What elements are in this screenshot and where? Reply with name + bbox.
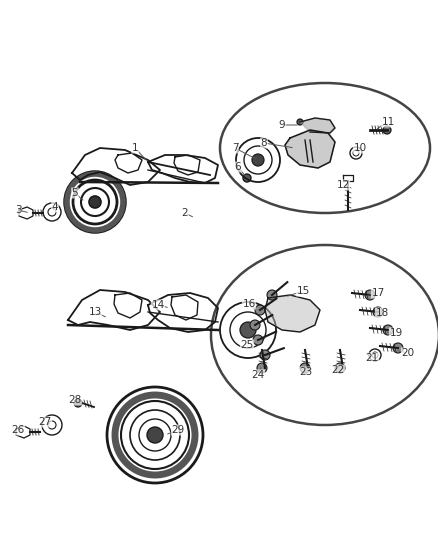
Circle shape (260, 350, 270, 360)
Text: 23: 23 (300, 367, 313, 377)
Circle shape (243, 174, 251, 182)
Text: 21: 21 (365, 353, 378, 363)
Circle shape (250, 320, 260, 330)
Text: 29: 29 (171, 425, 185, 435)
Text: 24: 24 (251, 370, 265, 380)
Circle shape (365, 290, 375, 300)
Text: 22: 22 (332, 365, 345, 375)
Text: 8: 8 (261, 138, 267, 148)
Circle shape (240, 322, 256, 338)
Text: 19: 19 (389, 328, 403, 338)
Text: 4: 4 (52, 202, 58, 212)
Circle shape (297, 119, 303, 125)
Circle shape (383, 126, 391, 134)
Text: 1: 1 (132, 143, 138, 153)
Text: 2: 2 (182, 208, 188, 218)
Text: 9: 9 (279, 120, 285, 130)
Polygon shape (300, 118, 335, 133)
Text: 14: 14 (152, 300, 165, 310)
Polygon shape (265, 295, 320, 332)
Circle shape (257, 363, 267, 373)
Circle shape (253, 335, 263, 345)
Circle shape (373, 307, 383, 317)
Circle shape (300, 363, 310, 373)
Text: 10: 10 (353, 143, 367, 153)
Circle shape (383, 325, 393, 335)
Circle shape (255, 305, 265, 315)
Text: 15: 15 (297, 286, 310, 296)
Polygon shape (285, 130, 335, 168)
Circle shape (393, 343, 403, 353)
Circle shape (147, 427, 163, 443)
Text: 25: 25 (240, 340, 254, 350)
Text: 5: 5 (72, 188, 78, 198)
Text: 12: 12 (336, 180, 350, 190)
Circle shape (74, 399, 82, 407)
Text: 26: 26 (11, 425, 25, 435)
Circle shape (335, 363, 345, 373)
Text: 18: 18 (375, 308, 389, 318)
Circle shape (89, 196, 101, 208)
Text: 16: 16 (242, 299, 256, 309)
Text: 11: 11 (381, 117, 395, 127)
Text: 20: 20 (402, 348, 414, 358)
Text: 17: 17 (371, 288, 385, 298)
Text: 7: 7 (232, 143, 238, 153)
Text: 28: 28 (68, 395, 81, 405)
Text: 6: 6 (235, 162, 241, 172)
Text: 27: 27 (39, 417, 52, 427)
Text: 3: 3 (15, 205, 21, 215)
Text: 13: 13 (88, 307, 102, 317)
Circle shape (252, 154, 264, 166)
Circle shape (267, 290, 277, 300)
